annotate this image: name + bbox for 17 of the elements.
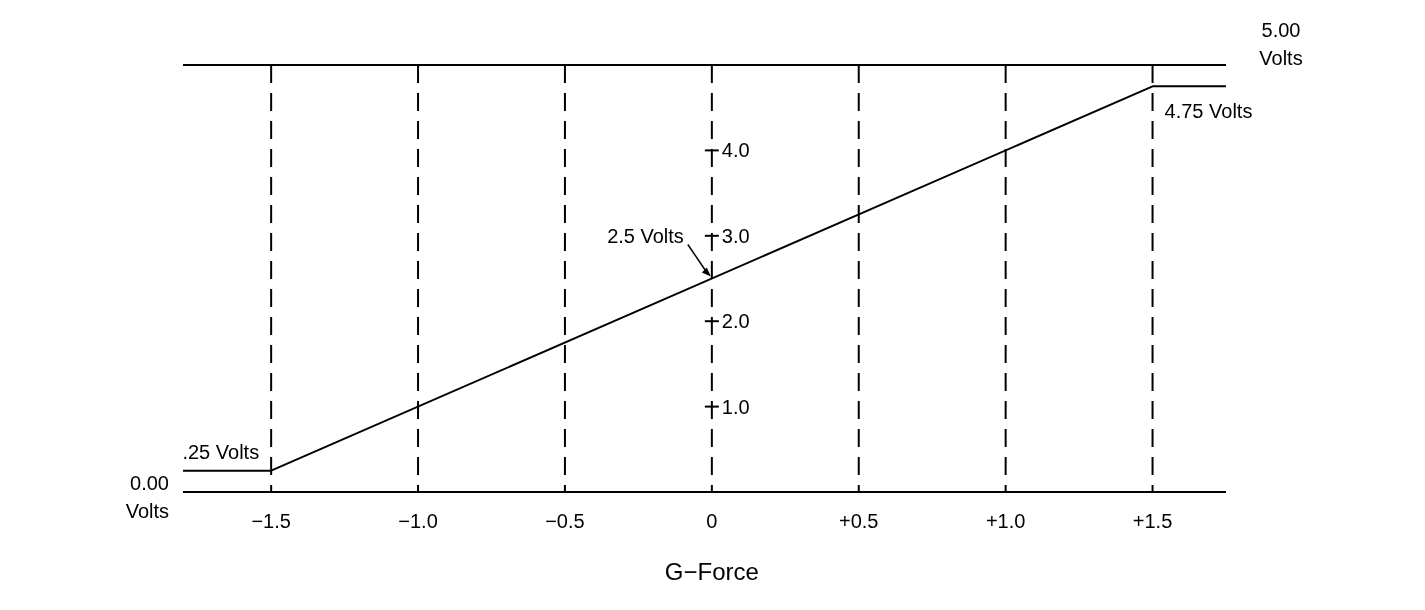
annotation: .25 Volts	[182, 440, 260, 463]
x-tick-label: 0	[706, 510, 718, 532]
annotation: 2.5 Volts	[607, 224, 684, 247]
y-tick-label: 2.0	[721, 310, 750, 333]
y-tick-label: 3.0	[721, 224, 750, 247]
y-tick-label: 4.0	[721, 139, 750, 162]
x-tick-label: +1.0	[985, 510, 1026, 532]
x-tick-label: +1.5	[1132, 510, 1173, 532]
text: 0.00 Volts	[125, 472, 169, 522]
ref-line-label: 5.00 Volts	[1259, 19, 1303, 69]
x-tick-label: +0.5	[839, 510, 879, 532]
x-tick-label: −0.5	[545, 510, 585, 532]
annotation: 4.75 Volts	[1164, 100, 1253, 123]
x-tick-label: −1.5	[251, 510, 291, 532]
y-tick-label: 1.0	[721, 395, 750, 418]
x-axis-title: G−Force	[664, 558, 759, 585]
x-tick-label: −1.0	[398, 510, 438, 532]
